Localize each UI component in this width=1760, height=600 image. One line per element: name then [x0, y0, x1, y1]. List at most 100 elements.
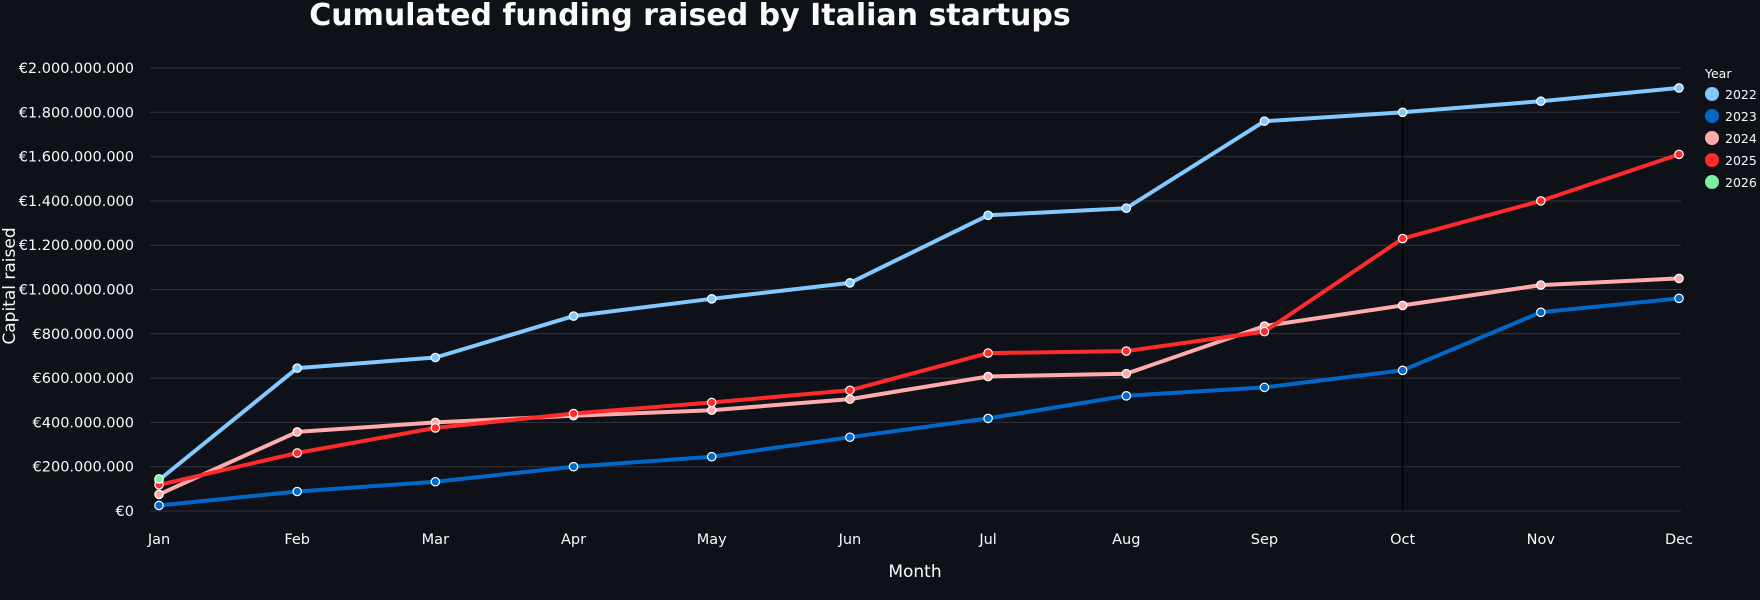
- series-line: [157, 152, 1681, 487]
- x-tick-label: Aug: [1112, 532, 1140, 548]
- data-point: [1674, 273, 1684, 284]
- series-2026: [154, 474, 164, 484]
- legend-item-2023[interactable]: 2023: [1705, 109, 1757, 124]
- data-point: [154, 474, 164, 484]
- data-point: [1536, 96, 1546, 107]
- data-point: [430, 352, 441, 363]
- data-point: [1121, 391, 1132, 401]
- y-tick-label: €400.000.000: [33, 415, 134, 431]
- x-tick-label: Apr: [561, 532, 586, 548]
- data-point: [706, 397, 717, 408]
- data-point: [1121, 203, 1132, 214]
- data-point: [292, 427, 302, 437]
- legend-item-2025[interactable]: 2025: [1705, 153, 1757, 168]
- data-point: [706, 451, 717, 462]
- data-point: [1397, 300, 1408, 311]
- data-point: [568, 408, 579, 419]
- x-tick-label: Feb: [284, 532, 310, 548]
- data-point: [1536, 307, 1546, 318]
- y-tick-label: €200.000.000: [33, 460, 134, 476]
- x-axis-ticks: Jan Feb Mar Apr May Jun Jul Aug Sep Oct Nov Dec: [147, 532, 1693, 548]
- legend-swatch: [1705, 87, 1719, 101]
- y-tick-label: €1.200.000.000: [19, 238, 134, 254]
- data-point: [1674, 293, 1684, 304]
- data-point: [1397, 233, 1408, 244]
- data-point: [1397, 365, 1408, 376]
- data-point: [845, 278, 855, 288]
- legend-swatch: [1705, 153, 1719, 167]
- data-point: [568, 311, 579, 321]
- y-tick-label: €1.000.000.000: [19, 283, 134, 299]
- data-point: [292, 448, 302, 458]
- series-line: [157, 85, 1681, 482]
- y-axis-ticks: €0 €200.000.000 €400.000.000 €600.000.000 €8…: [19, 61, 134, 520]
- y-tick-label: €1.600.000.000: [19, 150, 134, 166]
- series-line: [157, 296, 1681, 508]
- legend-title: Year: [1704, 66, 1732, 81]
- legend-item-2024[interactable]: 2024: [1705, 131, 1757, 146]
- x-tick-label: Dec: [1665, 532, 1693, 548]
- data-point: [983, 210, 993, 221]
- data-point: [1259, 326, 1270, 337]
- data-point: [845, 432, 855, 443]
- chart-title: Cumulated funding raised by Italian star…: [309, 0, 1070, 33]
- data-point: [292, 486, 302, 497]
- x-tick-label: Mar: [422, 532, 449, 548]
- data-point: [1674, 83, 1684, 93]
- data-point: [983, 348, 993, 358]
- data-point: [430, 423, 441, 433]
- data-point: [1259, 116, 1270, 126]
- x-tick-label: Oct: [1390, 532, 1415, 548]
- legend-item-2026[interactable]: 2026: [1705, 175, 1757, 190]
- x-tick-label: Nov: [1527, 532, 1556, 548]
- data-point: [983, 371, 993, 382]
- data-point: [292, 363, 302, 373]
- data-point: [1397, 107, 1408, 118]
- data-point: [1121, 346, 1132, 356]
- legend-label: 2025: [1725, 153, 1757, 168]
- legend-label: 2026: [1725, 175, 1757, 190]
- legend-swatch: [1705, 175, 1719, 189]
- data-point: [1674, 149, 1684, 160]
- x-tick-label: Sep: [1251, 532, 1278, 548]
- x-axis-title: Month: [888, 562, 941, 582]
- y-axis-title: Capital raised: [0, 227, 20, 344]
- data-point: [430, 476, 441, 487]
- data-point: [706, 294, 717, 304]
- x-tick-label: Jun: [838, 532, 862, 548]
- y-tick-label: €800.000.000: [33, 327, 134, 343]
- legend-label: 2023: [1725, 109, 1757, 124]
- data-point: [568, 461, 579, 472]
- series-2025: [154, 149, 1684, 490]
- y-tick-label: €1.400.000.000: [19, 194, 134, 210]
- data-point: [1259, 382, 1270, 393]
- series-2023: [154, 293, 1684, 511]
- gridlines: [150, 67, 1681, 512]
- y-tick-label: €0: [116, 504, 134, 520]
- data-point: [845, 385, 855, 396]
- data-point: [1536, 196, 1546, 206]
- x-tick-label: Jan: [147, 532, 170, 548]
- data-point: [154, 489, 164, 500]
- data-point: [154, 500, 164, 511]
- series-line: [157, 276, 1681, 497]
- data-point: [845, 394, 855, 404]
- legend[interactable]: Year 2022 2023 2024 2025 2026: [1704, 66, 1757, 190]
- y-tick-label: €2.000.000.000: [19, 61, 134, 77]
- data-point: [706, 405, 717, 416]
- legend-swatch: [1705, 131, 1719, 145]
- legend-item-2022[interactable]: 2022: [1705, 87, 1757, 102]
- legend-label: 2022: [1725, 87, 1757, 102]
- y-tick-label: €1.800.000.000: [19, 105, 134, 121]
- x-tick-label: Jul: [978, 532, 997, 548]
- x-tick-label: May: [697, 532, 727, 548]
- data-point: [1536, 280, 1546, 290]
- y-tick-label: €600.000.000: [33, 371, 134, 387]
- data-point: [1121, 368, 1132, 379]
- series-lines: [154, 83, 1684, 511]
- series-2024: [154, 273, 1684, 500]
- legend-label: 2024: [1725, 131, 1757, 146]
- data-point: [983, 413, 993, 424]
